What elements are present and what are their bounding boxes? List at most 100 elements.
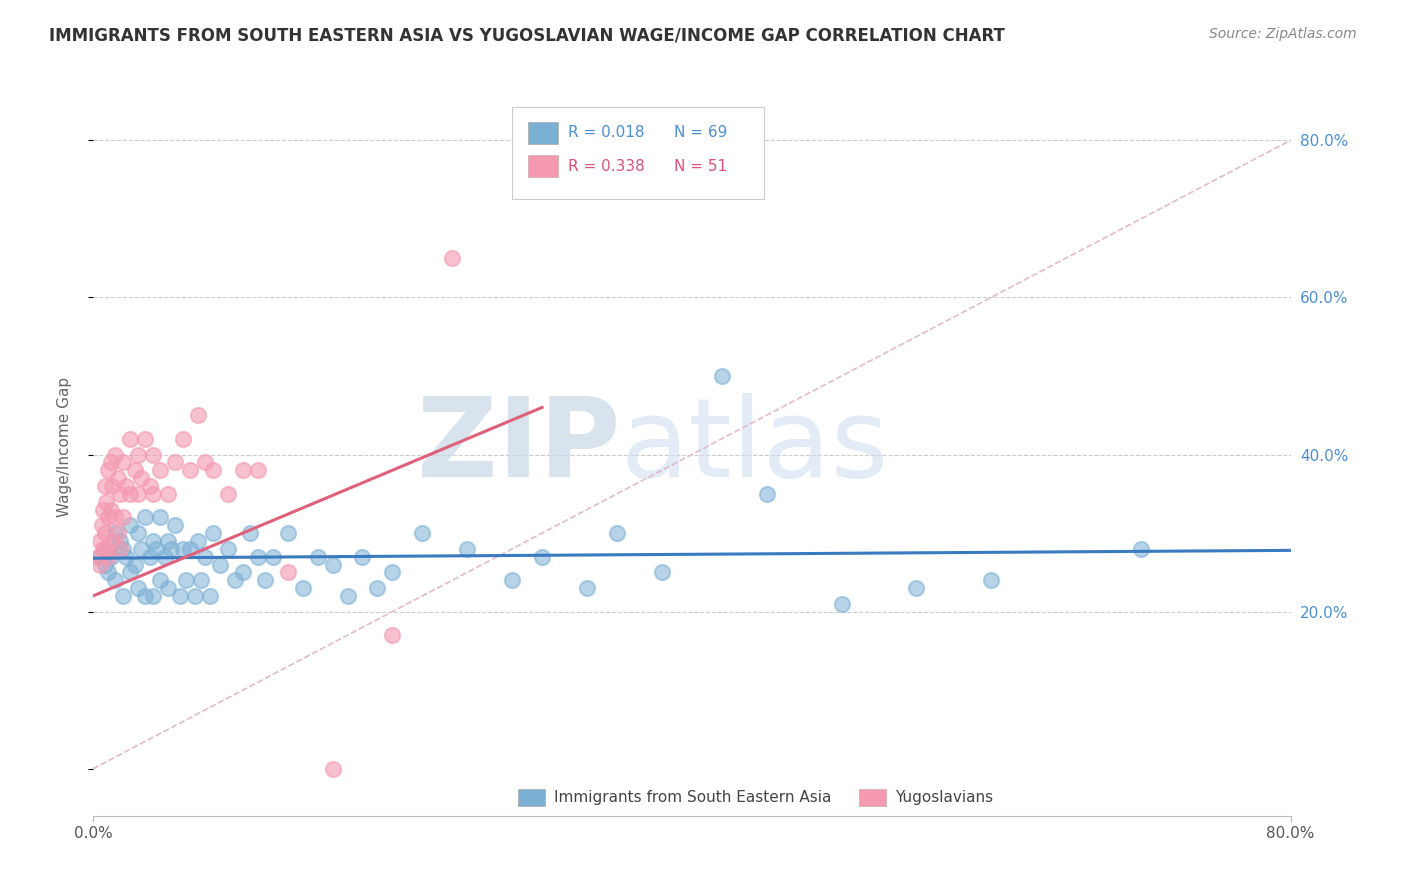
Point — [307, 549, 329, 564]
Point — [651, 566, 673, 580]
Point — [277, 566, 299, 580]
Point — [93, 502, 115, 516]
Text: ZIP: ZIP — [416, 393, 620, 500]
Point — [104, 526, 127, 541]
Point — [160, 541, 183, 556]
Point — [89, 533, 111, 548]
Point — [104, 573, 127, 587]
Point — [165, 518, 187, 533]
Text: N = 51: N = 51 — [673, 159, 727, 174]
Text: Immigrants from South Eastern Asia: Immigrants from South Eastern Asia — [554, 790, 831, 805]
Point — [94, 558, 117, 572]
Point — [139, 549, 162, 564]
Point — [145, 541, 167, 556]
Point — [149, 510, 172, 524]
Point — [209, 558, 232, 572]
Point — [142, 589, 165, 603]
Point — [107, 471, 129, 485]
Point — [139, 479, 162, 493]
Point — [381, 628, 404, 642]
Point — [198, 589, 221, 603]
Point — [97, 566, 120, 580]
Point — [262, 549, 284, 564]
Point — [127, 448, 149, 462]
Point — [156, 487, 179, 501]
Point — [97, 549, 120, 564]
Point — [129, 471, 152, 485]
Point — [232, 463, 254, 477]
Point — [101, 533, 124, 548]
FancyBboxPatch shape — [519, 789, 544, 806]
Point — [336, 589, 359, 603]
Point — [606, 526, 628, 541]
Text: IMMIGRANTS FROM SOUTH EASTERN ASIA VS YUGOSLAVIAN WAGE/INCOME GAP CORRELATION CH: IMMIGRANTS FROM SOUTH EASTERN ASIA VS YU… — [49, 27, 1005, 45]
Text: R = 0.338: R = 0.338 — [568, 159, 645, 174]
Point — [531, 549, 554, 564]
Point — [246, 463, 269, 477]
Point — [165, 455, 187, 469]
Point — [172, 432, 194, 446]
Point — [94, 479, 117, 493]
Point — [115, 479, 138, 493]
Y-axis label: Wage/Income Gap: Wage/Income Gap — [58, 376, 72, 516]
Point — [169, 589, 191, 603]
Text: Yugoslavians: Yugoslavians — [896, 790, 994, 805]
Point — [104, 448, 127, 462]
Point — [111, 510, 134, 524]
Point — [127, 581, 149, 595]
Point — [239, 526, 262, 541]
Point — [190, 573, 212, 587]
Point — [187, 409, 209, 423]
Point — [174, 573, 197, 587]
FancyBboxPatch shape — [512, 107, 763, 199]
Point — [108, 541, 131, 556]
Point — [149, 573, 172, 587]
Point — [153, 549, 176, 564]
Point — [277, 526, 299, 541]
Point — [142, 533, 165, 548]
FancyBboxPatch shape — [527, 121, 558, 144]
Point — [101, 479, 124, 493]
Point — [322, 762, 344, 776]
Point — [755, 487, 778, 501]
Point — [108, 533, 131, 548]
Point — [142, 448, 165, 462]
Point — [100, 549, 122, 564]
Point — [194, 455, 217, 469]
Point — [108, 487, 131, 501]
Point — [149, 463, 172, 477]
Point — [96, 494, 118, 508]
Point — [291, 581, 314, 595]
Point — [134, 432, 156, 446]
Text: N = 69: N = 69 — [673, 125, 727, 140]
Point — [111, 455, 134, 469]
FancyBboxPatch shape — [859, 789, 886, 806]
Point — [94, 526, 117, 541]
Point — [120, 518, 142, 533]
Point — [120, 487, 142, 501]
Point — [97, 541, 120, 556]
Point — [710, 368, 733, 383]
Point — [156, 533, 179, 548]
Point — [120, 432, 142, 446]
Point — [456, 541, 478, 556]
Point — [97, 463, 120, 477]
Point — [91, 518, 114, 533]
Point — [322, 558, 344, 572]
Text: Source: ZipAtlas.com: Source: ZipAtlas.com — [1209, 27, 1357, 41]
Point — [127, 526, 149, 541]
Point — [172, 541, 194, 556]
Point — [156, 581, 179, 595]
Point — [254, 573, 277, 587]
Point — [107, 526, 129, 541]
Text: R = 0.018: R = 0.018 — [568, 125, 645, 140]
Point — [232, 566, 254, 580]
Point — [905, 581, 928, 595]
Point — [201, 463, 224, 477]
Point — [441, 251, 464, 265]
Point — [142, 487, 165, 501]
Point — [111, 589, 134, 603]
Point — [179, 541, 201, 556]
Point — [831, 597, 853, 611]
Text: atlas: atlas — [620, 393, 889, 500]
